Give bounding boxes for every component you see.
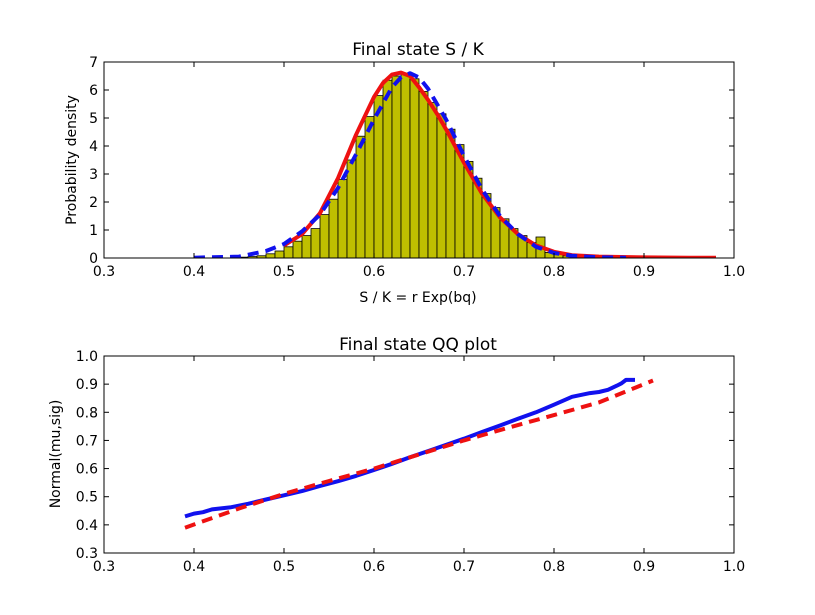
histogram-bar bbox=[274, 250, 285, 259]
qq-y-tick-label: 0.8 bbox=[76, 405, 98, 421]
qq-panel: Final state QQ plot Normal(mu,sig) 0.3 0.… bbox=[48, 335, 745, 575]
qq-x-tick-label: 0.5 bbox=[273, 559, 295, 575]
qq-y-tick-label: 0.9 bbox=[76, 377, 98, 393]
histogram-bar bbox=[409, 78, 420, 259]
histogram-bar bbox=[373, 95, 384, 259]
qq-y-tick-label: 0.4 bbox=[76, 518, 98, 534]
qq-y-tick-label: 0.6 bbox=[76, 462, 98, 478]
histogram-x-tick-label: 0.3 bbox=[93, 264, 115, 280]
histogram-bar bbox=[283, 246, 294, 259]
histogram-y-tick-label: 3 bbox=[89, 167, 98, 183]
histogram-bar bbox=[400, 72, 411, 259]
histogram-x-tick-label: 0.6 bbox=[363, 264, 385, 280]
qq-y-label: Normal(mu,sig) bbox=[48, 400, 64, 509]
histogram-bar bbox=[427, 102, 438, 259]
qq-y-tick-label: 0.3 bbox=[76, 546, 98, 562]
qq-series-line-1 bbox=[184, 378, 654, 530]
qq-axes-frame bbox=[103, 355, 735, 554]
histogram-series-line-1 bbox=[193, 71, 627, 258]
histogram-bar bbox=[445, 128, 456, 259]
histogram-y-tick-label: 1 bbox=[89, 223, 98, 239]
histogram-y-tick-label: 6 bbox=[89, 83, 98, 99]
qq-x-tick-label: 0.8 bbox=[543, 559, 565, 575]
qq-y-tick-label: 1.0 bbox=[76, 349, 98, 365]
qq-x-tick-label: 0.3 bbox=[93, 559, 115, 575]
histogram-bar bbox=[292, 240, 303, 259]
histogram-x-tick-label: 0.9 bbox=[633, 264, 655, 280]
qq-y-tick-label: 0.5 bbox=[76, 490, 98, 506]
histogram-y-tick-label: 2 bbox=[89, 195, 98, 211]
histogram-x-tick-label: 1.0 bbox=[723, 264, 745, 280]
histogram-bar bbox=[355, 135, 366, 259]
qq-y-tick-label: 0.7 bbox=[76, 433, 98, 449]
histogram-bar bbox=[436, 113, 447, 259]
histogram-y-tick-label: 7 bbox=[89, 55, 98, 71]
histogram-x-tick-label: 0.8 bbox=[543, 264, 565, 280]
histogram-x-tick-label: 0.4 bbox=[183, 264, 205, 280]
qq-title: Final state QQ plot bbox=[339, 335, 497, 355]
histogram-bar bbox=[319, 214, 330, 259]
histogram-bar bbox=[364, 116, 375, 259]
histogram-bar bbox=[265, 253, 276, 259]
histogram-x-tick-label: 0.7 bbox=[453, 264, 475, 280]
histogram-bar bbox=[346, 159, 357, 259]
histogram-y-tick-label: 5 bbox=[89, 111, 98, 127]
histogram-bar bbox=[310, 228, 321, 259]
histogram-x-tick-label: 0.5 bbox=[273, 264, 295, 280]
histogram-axes-frame bbox=[103, 61, 735, 259]
histogram-y-tick-label: 4 bbox=[89, 139, 98, 155]
qq-x-tick-label: 1.0 bbox=[723, 559, 745, 575]
histogram-x-label: S / K = r Exp(bq) bbox=[359, 290, 476, 306]
histogram-y-tick-label: 0 bbox=[89, 251, 98, 267]
histogram-bar bbox=[337, 179, 348, 259]
histogram-bar bbox=[418, 91, 429, 259]
qq-x-tick-label: 0.6 bbox=[363, 559, 385, 575]
histogram-y-label: Probability density bbox=[64, 95, 80, 225]
histogram-bar bbox=[382, 79, 393, 259]
qq-x-tick-label: 0.7 bbox=[453, 559, 475, 575]
qq-x-tick-label: 0.4 bbox=[183, 559, 205, 575]
histogram-panel: Final state S / K S / K = r Exp(bq) Prob… bbox=[64, 40, 745, 306]
histogram-bar bbox=[328, 198, 339, 259]
histogram-title: Final state S / K bbox=[352, 40, 484, 60]
histogram-bar bbox=[301, 235, 312, 259]
qq-x-tick-label: 0.9 bbox=[633, 559, 655, 575]
histogram-bar bbox=[391, 75, 402, 259]
